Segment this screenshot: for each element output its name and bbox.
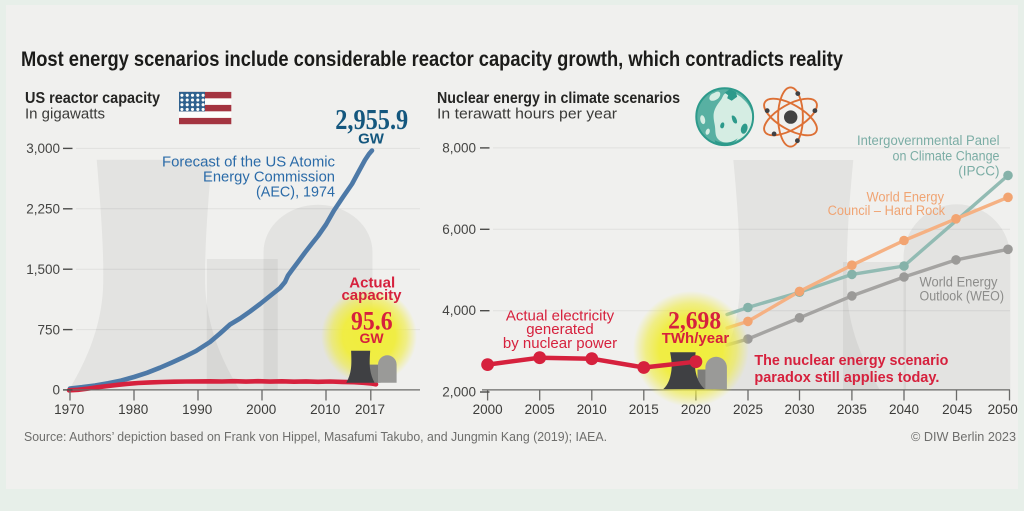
svg-text:0: 0 [52, 383, 60, 398]
svg-text:Actual electricity: Actual electricity [506, 308, 615, 325]
svg-text:Forecast of the US Atomic: Forecast of the US Atomic [162, 154, 335, 171]
svg-text:Intergovernmental Panel: Intergovernmental Panel [857, 133, 1000, 148]
svg-text:2000: 2000 [473, 402, 503, 417]
svg-text:In terawatt hours per year: In terawatt hours per year [437, 106, 617, 123]
svg-text:1990: 1990 [182, 402, 212, 417]
svg-text:2010: 2010 [310, 402, 340, 417]
svg-text:2,250: 2,250 [26, 202, 60, 217]
svg-text:Source: Authors’ depiction bas: Source: Authors’ depiction based on Fran… [24, 430, 607, 444]
svg-text:6,000: 6,000 [442, 222, 476, 237]
svg-text:2030: 2030 [784, 402, 814, 417]
svg-text:(IPCC): (IPCC) [958, 164, 999, 179]
svg-text:paradox still applies today.: paradox still applies today. [754, 369, 939, 386]
svg-text:GW: GW [359, 330, 384, 346]
svg-text:2,955.9: 2,955.9 [335, 105, 408, 136]
svg-text:Most energy scenarios include: Most energy scenarios include considerab… [21, 48, 843, 71]
svg-text:2017: 2017 [355, 402, 385, 417]
svg-text:2,698: 2,698 [668, 307, 721, 334]
svg-text:2045: 2045 [942, 402, 972, 417]
svg-text:In gigawatts: In gigawatts [25, 106, 105, 123]
svg-text:2025: 2025 [733, 402, 763, 417]
svg-text:2000: 2000 [246, 402, 276, 417]
svg-text:1980: 1980 [118, 402, 148, 417]
svg-text:World Energy: World Energy [867, 190, 945, 205]
svg-text:Council – Hard Rock: Council – Hard Rock [828, 203, 946, 218]
svg-text:generated: generated [526, 321, 594, 338]
svg-text:1,500: 1,500 [26, 262, 60, 277]
svg-text:2050: 2050 [988, 402, 1018, 417]
svg-text:8,000: 8,000 [442, 140, 476, 155]
svg-text:2,000: 2,000 [442, 385, 476, 400]
svg-text:Outlook (WEO): Outlook (WEO) [920, 289, 1005, 304]
svg-text:TWh/year: TWh/year [662, 330, 730, 347]
svg-text:1970: 1970 [54, 402, 84, 417]
svg-text:by nuclear power: by nuclear power [503, 335, 617, 352]
svg-text:2040: 2040 [889, 402, 919, 417]
svg-text:(AEC), 1974: (AEC), 1974 [256, 184, 335, 201]
svg-text:2020: 2020 [681, 402, 711, 417]
svg-text:750: 750 [37, 322, 60, 337]
svg-text:3,000: 3,000 [26, 141, 60, 156]
svg-text:World Energy: World Energy [920, 274, 998, 289]
svg-text:Actual: Actual [349, 275, 395, 292]
svg-text:2005: 2005 [525, 402, 555, 417]
svg-text:GW: GW [358, 131, 385, 148]
svg-text:2035: 2035 [837, 402, 867, 417]
svg-text:Nuclear energy in climate scen: Nuclear energy in climate scenarios [437, 90, 680, 107]
svg-text:Energy Commission: Energy Commission [203, 169, 335, 186]
svg-text:on Climate Change: on Climate Change [893, 148, 1000, 163]
svg-text:US reactor capacity: US reactor capacity [25, 90, 160, 107]
svg-text:2010: 2010 [577, 402, 607, 417]
svg-text:© DIW Berlin 2023: © DIW Berlin 2023 [911, 430, 1016, 444]
svg-text:95.6: 95.6 [351, 307, 393, 336]
svg-text:4,000: 4,000 [442, 303, 476, 318]
svg-text:The nuclear energy scenario: The nuclear energy scenario [754, 352, 948, 369]
svg-text:capacity: capacity [341, 287, 402, 304]
svg-text:2015: 2015 [629, 402, 659, 417]
